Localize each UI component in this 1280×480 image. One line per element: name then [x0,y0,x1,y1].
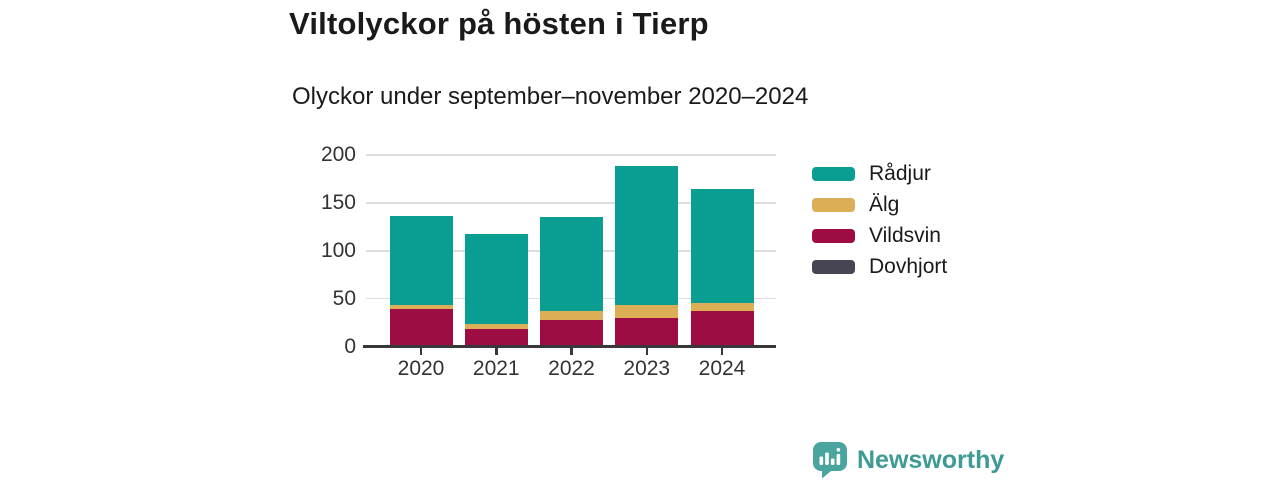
x-axis-tick-label: 2024 [698,356,746,380]
y-axis-tick-label: 0 [344,334,356,358]
bar-segment [690,188,754,304]
legend-label: Vildsvin [869,223,941,247]
bar-segment [615,317,679,346]
bar-segment [540,319,603,346]
x-axis-tick [495,348,498,355]
bar-segment [540,311,603,320]
x-axis-tick [645,348,648,355]
bar-segment [540,217,603,312]
bar-segment [389,309,453,346]
newsworthy-logo-text: Newsworthy [857,445,1005,474]
bar-chart-speech-bubble-icon [813,442,847,479]
y-axis-tick-label: 50 [332,286,356,310]
bar-segment [389,305,453,310]
bar-segment [464,329,528,346]
x-axis-tick-label: 2021 [472,356,520,380]
bar-segment [464,234,528,324]
x-axis-tick-label: 2020 [397,356,445,380]
x-axis-tick [720,348,724,355]
brand-footer: Newsworthy [812,441,1004,479]
x-axis-tick-label: 2022 [548,356,595,380]
y-axis-tick-label: 150 [320,190,356,214]
legend-row: Älg [812,189,947,220]
x-axis-line [363,345,776,348]
legend-row: Dovhjort [812,251,947,282]
x-axis-tick-label: 2023 [623,356,671,380]
legend-swatch-icon [812,197,855,212]
legend: Rådjur Älg Vildsvin Dovhjort [812,158,947,282]
chart-subtitle: Olyckor under september–november 2020–20… [292,83,809,110]
y-axis-tick-label: 200 [320,143,356,166]
gridline [366,154,776,156]
x-axis-tick [419,348,423,355]
bar-segment [615,166,679,306]
bar-segment [389,216,453,306]
legend-swatch-icon [812,228,855,243]
y-axis-tick-label: 100 [320,238,356,262]
gridline [366,202,776,204]
legend-row: Vildsvin [812,220,947,251]
bar-segment [615,305,679,318]
x-axis-tick [570,348,573,355]
legend-row: Rådjur [812,158,947,189]
legend-swatch-icon [812,259,855,274]
legend-label: Älg [869,192,900,216]
legend-swatch-icon [812,166,855,181]
bar-segment [690,311,754,346]
legend-label: Dovhjort [869,254,948,278]
chart-title: Viltolyckor på hösten i Tierp [289,6,709,41]
bar-segment [690,303,754,312]
legend-label: Rådjur [869,161,931,185]
bar-segment [464,323,528,330]
